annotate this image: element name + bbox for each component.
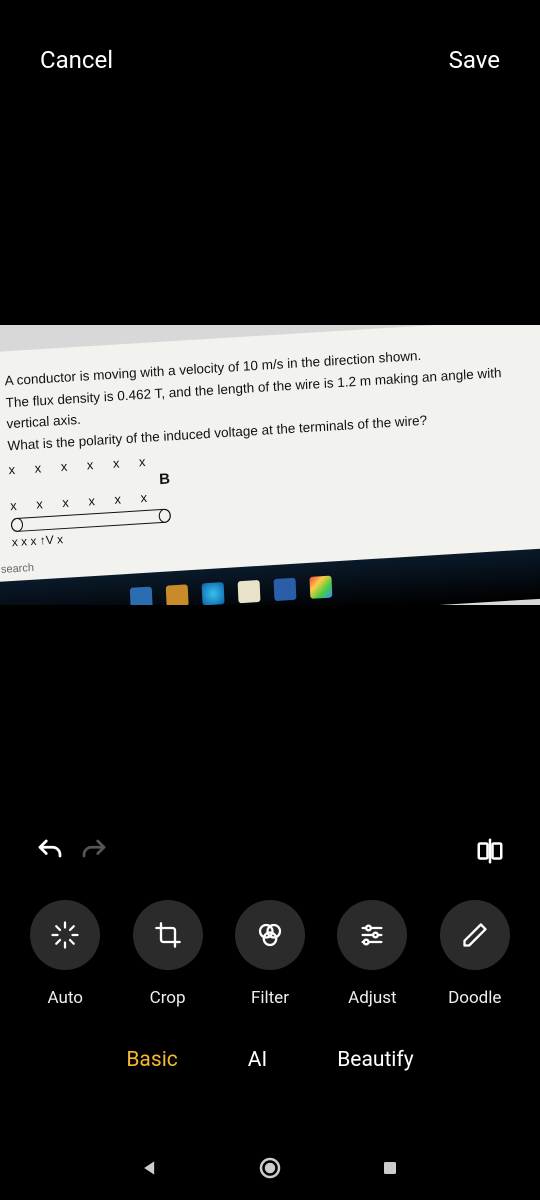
nav-back-button[interactable] <box>135 1153 165 1183</box>
tab-ai[interactable]: AI <box>248 1048 267 1072</box>
tab-beautify[interactable]: Beautify <box>337 1048 413 1072</box>
triangle-back-icon <box>140 1158 160 1178</box>
undo-button[interactable] <box>28 829 72 873</box>
filter-icon <box>255 920 285 950</box>
photo-canvas[interactable]: A conductor is moving with a velocity of… <box>0 325 540 605</box>
square-recents-icon <box>381 1159 399 1177</box>
nav-recents-button[interactable] <box>375 1153 405 1183</box>
filter-tool-button[interactable] <box>235 900 305 970</box>
save-button[interactable]: Save <box>449 46 500 74</box>
tab-basic[interactable]: Basic <box>126 1048 177 1072</box>
photo-content: A conductor is moving with a velocity of… <box>0 325 540 582</box>
redo-button[interactable] <box>72 829 116 873</box>
adjust-icon <box>358 921 386 949</box>
filter-tool-label: Filter <box>251 988 289 1008</box>
nav-home-button[interactable] <box>255 1153 285 1183</box>
crop-tool-button[interactable] <box>133 900 203 970</box>
doodle-tool-button[interactable] <box>440 900 510 970</box>
doodle-tool-label: Doodle <box>448 988 501 1008</box>
auto-icon <box>50 920 80 950</box>
doodle-icon <box>461 921 489 949</box>
auto-tool-button[interactable] <box>30 900 100 970</box>
circle-home-icon <box>258 1156 282 1180</box>
cancel-button[interactable]: Cancel <box>40 46 113 74</box>
auto-tool-label: Auto <box>47 988 82 1008</box>
crop-tool-label: Crop <box>150 988 186 1008</box>
compare-button[interactable] <box>468 829 512 873</box>
search-hint: search <box>1 562 34 576</box>
adjust-tool-label: Adjust <box>348 988 396 1008</box>
adjust-tool-button[interactable] <box>337 900 407 970</box>
crop-icon <box>154 921 182 949</box>
